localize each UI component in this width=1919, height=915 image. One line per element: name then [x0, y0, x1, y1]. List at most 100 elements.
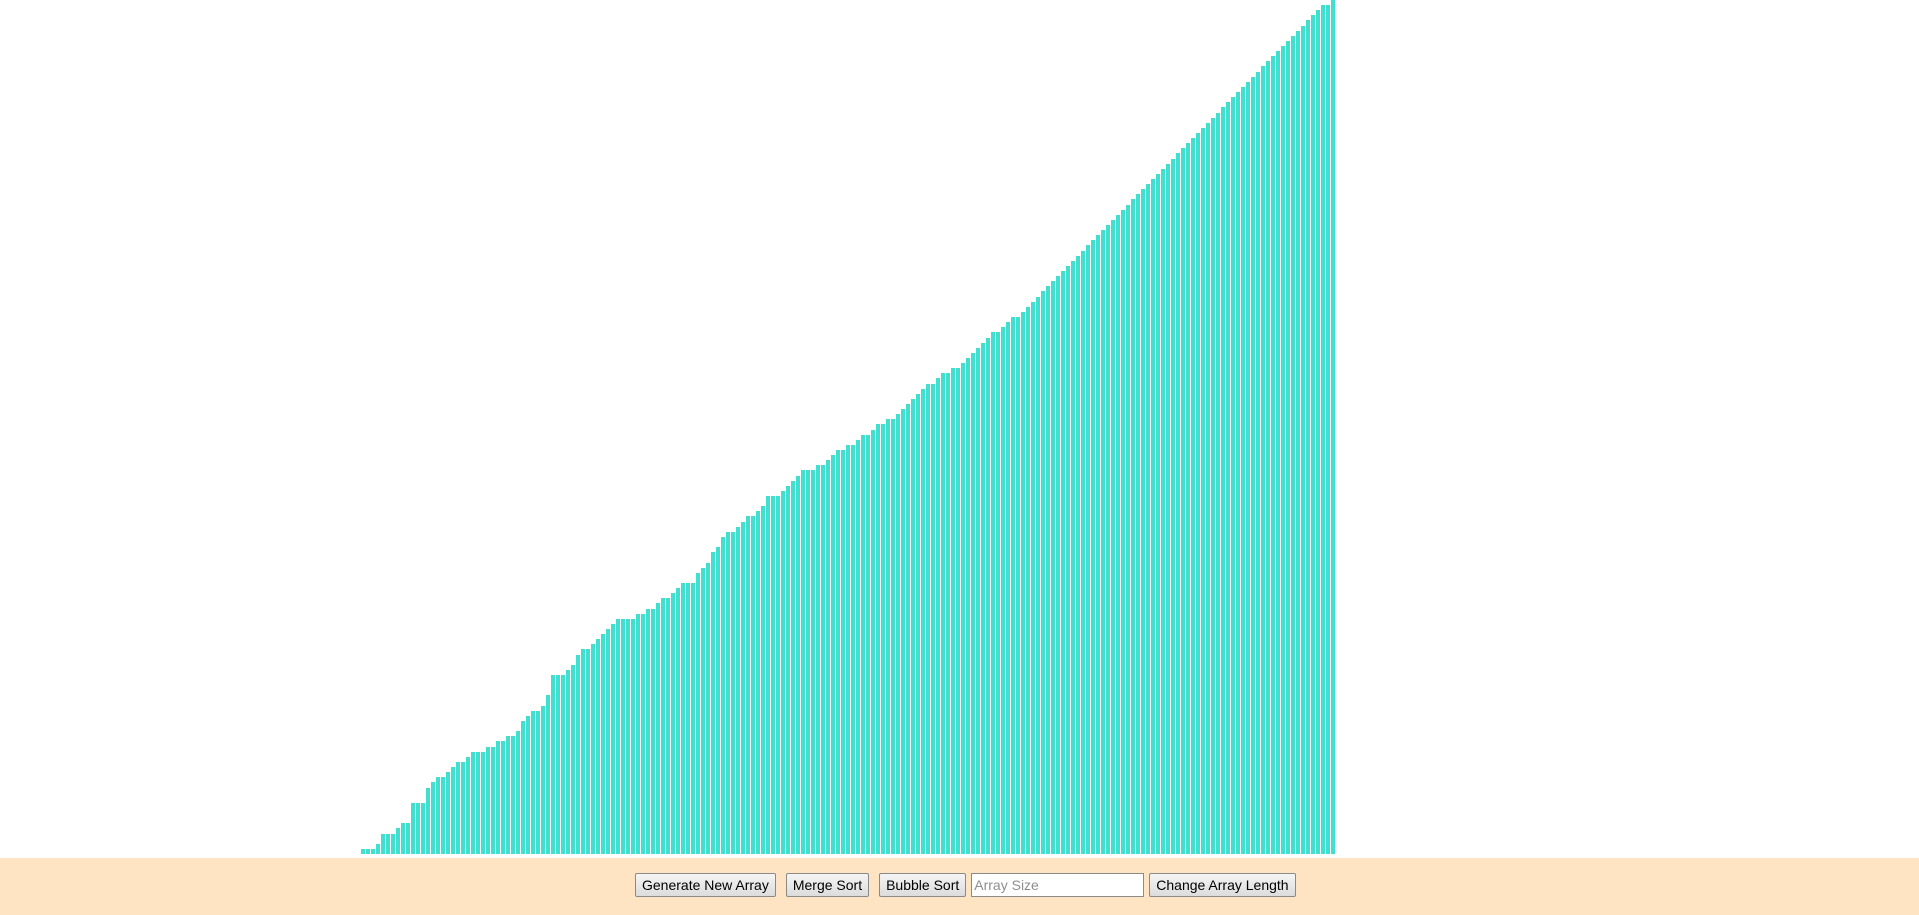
array-bar — [636, 614, 640, 854]
control-group: Generate New Array Merge Sort Bubble Sor… — [635, 873, 1296, 897]
array-size-input[interactable] — [971, 873, 1145, 897]
array-bar — [1081, 251, 1085, 854]
array-bar — [1056, 276, 1060, 854]
array-bar — [1126, 205, 1130, 854]
array-bar — [831, 455, 835, 854]
array-bar — [961, 363, 965, 854]
change-array-length-button[interactable]: Change Array Length — [1149, 873, 1296, 897]
array-bar — [766, 496, 770, 854]
array-bar — [1101, 230, 1105, 854]
array-bar — [1106, 225, 1110, 854]
array-bar — [736, 527, 740, 854]
array-bar — [956, 368, 960, 854]
array-bar — [631, 619, 635, 854]
array-bar — [781, 491, 785, 854]
array-bar — [441, 777, 445, 854]
array-bar — [726, 532, 730, 854]
array-bar — [1231, 97, 1235, 854]
array-bar — [396, 828, 400, 854]
array-bar — [1116, 215, 1120, 854]
array-bar — [851, 445, 855, 854]
array-bar — [646, 609, 650, 854]
array-bar — [591, 644, 595, 854]
array-bar — [1291, 36, 1295, 854]
array-bar — [406, 823, 410, 854]
array-bar — [1191, 138, 1195, 854]
array-bar — [366, 849, 370, 854]
array-bar — [816, 465, 820, 854]
array-bar — [446, 772, 450, 854]
array-bar — [541, 706, 545, 854]
array-bar — [616, 619, 620, 854]
array-bar — [661, 598, 665, 854]
array-bar — [361, 849, 365, 854]
array-bar — [1121, 210, 1125, 854]
array-bar — [931, 384, 935, 854]
bubble-sort-button[interactable]: Bubble Sort — [879, 873, 967, 897]
array-bar — [386, 834, 390, 854]
merge-sort-button[interactable]: Merge Sort — [785, 873, 870, 897]
array-bar — [1181, 148, 1185, 854]
control-bar: Generate New Array Merge Sort Bubble Sor… — [0, 858, 1919, 915]
array-bar — [751, 516, 755, 854]
array-bar — [1261, 66, 1265, 854]
array-bar — [601, 634, 605, 854]
array-bar — [906, 404, 910, 854]
array-bar — [1111, 220, 1115, 854]
array-bar — [571, 665, 575, 854]
array-bar — [691, 583, 695, 854]
array-bar — [466, 757, 470, 854]
array-bar — [1276, 51, 1280, 854]
array-bar — [606, 629, 610, 854]
array-bar — [1156, 174, 1160, 854]
array-bar — [791, 481, 795, 854]
array-bar — [586, 649, 590, 854]
array-bar — [1001, 327, 1005, 854]
array-bar — [416, 803, 420, 854]
array-bar — [741, 522, 745, 854]
array-bar — [731, 532, 735, 854]
array-bar — [981, 343, 985, 854]
array-bar — [1096, 235, 1100, 854]
array-bar — [511, 736, 515, 854]
array-bar — [576, 655, 580, 854]
array-bar — [936, 378, 940, 854]
array-bar — [546, 695, 550, 854]
array-bar — [426, 788, 430, 854]
array-bar — [1146, 184, 1150, 854]
array-bar — [666, 598, 670, 854]
array-bar — [1031, 302, 1035, 854]
array-bar — [941, 373, 945, 854]
array-bar — [1046, 286, 1050, 854]
array-bar — [1226, 102, 1230, 854]
array-bar — [856, 440, 860, 854]
array-bar — [886, 419, 890, 854]
array-bar — [911, 399, 915, 854]
array-bar — [1236, 92, 1240, 854]
array-bar — [411, 803, 415, 854]
array-bar — [1211, 118, 1215, 854]
array-bar — [1186, 143, 1190, 854]
array-bar — [1151, 179, 1155, 854]
array-bar — [1051, 281, 1055, 854]
array-bar — [966, 358, 970, 854]
array-bar — [1066, 266, 1070, 854]
array-bar — [1286, 41, 1290, 854]
array-bars-container — [361, 0, 1335, 854]
array-bar — [676, 588, 680, 854]
array-bar — [1166, 164, 1170, 854]
array-bar — [926, 384, 930, 854]
generate-new-array-button[interactable]: Generate New Array — [635, 873, 776, 897]
array-bar — [811, 470, 815, 854]
array-bar — [1006, 322, 1010, 854]
array-bar — [371, 849, 375, 854]
array-bar — [471, 752, 475, 854]
array-bar — [841, 450, 845, 854]
array-bar — [836, 450, 840, 854]
array-bar — [516, 731, 520, 854]
array-bar — [506, 736, 510, 854]
array-bar — [991, 332, 995, 854]
array-bar — [621, 619, 625, 854]
array-bar — [996, 332, 1000, 854]
array-bar — [486, 747, 490, 854]
